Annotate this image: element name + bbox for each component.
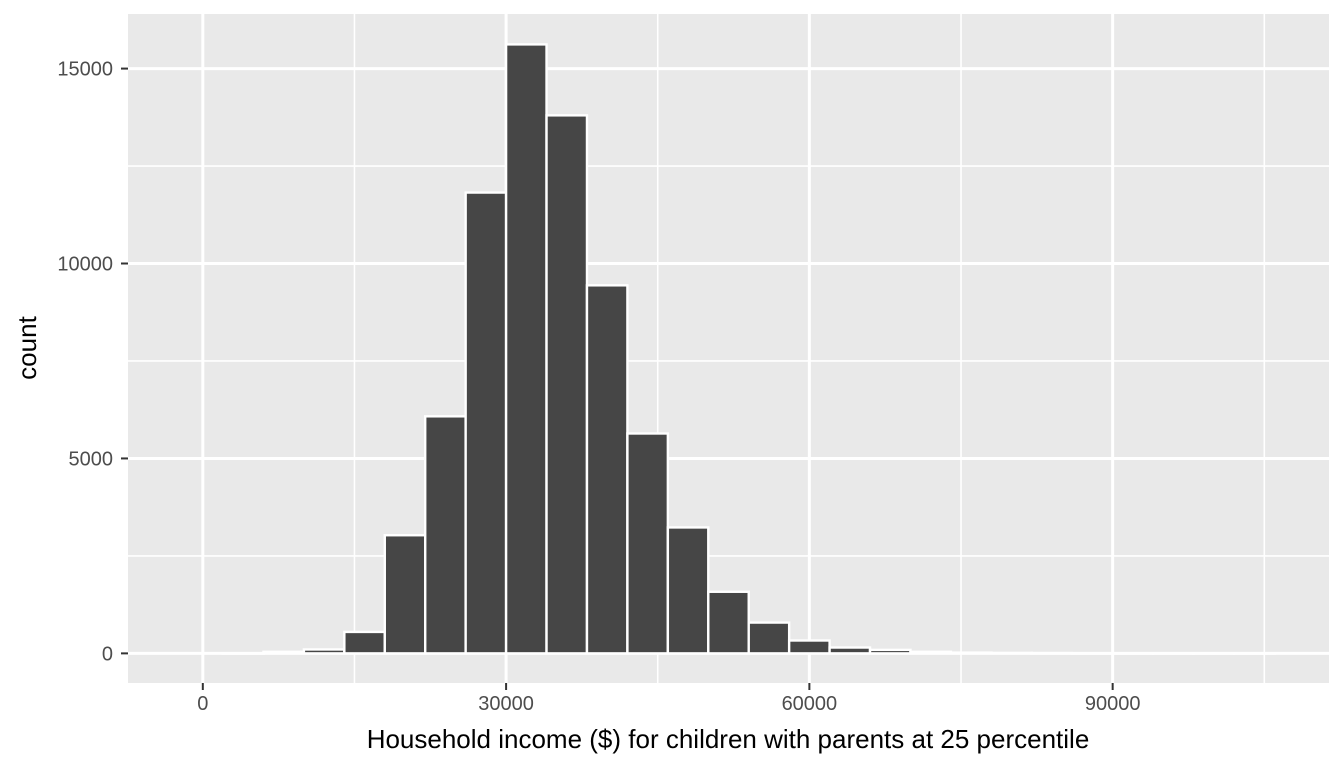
minor-gridlines-layer bbox=[128, 14, 1329, 683]
histogram-bar bbox=[343, 630, 386, 655]
x-tick-label: 60000 bbox=[782, 693, 838, 715]
histogram-bar bbox=[787, 639, 831, 655]
y-tick-label: 0 bbox=[102, 643, 113, 665]
x-tick-label: 30000 bbox=[478, 693, 534, 715]
histogram-bar bbox=[585, 284, 629, 655]
histogram-bars-layer bbox=[221, 43, 1276, 655]
histogram-bar bbox=[707, 590, 750, 655]
histogram-bar bbox=[383, 534, 427, 655]
histogram-bar bbox=[626, 432, 670, 655]
histogram-bar bbox=[424, 415, 467, 655]
panel-layer bbox=[128, 14, 1329, 683]
histogram-bar bbox=[747, 621, 791, 655]
axes-layer: 0 30000 60000 90000 0 5000 10000 15000 bbox=[57, 59, 1140, 715]
histogram-bar bbox=[868, 648, 912, 655]
histogram-bar bbox=[828, 646, 872, 655]
histogram-bar bbox=[666, 526, 710, 655]
histogram-bar bbox=[302, 648, 346, 655]
y-tick-label: 10000 bbox=[57, 254, 113, 276]
histogram-bar bbox=[949, 651, 993, 655]
histogram-bar bbox=[545, 114, 589, 655]
histogram-bar bbox=[262, 650, 306, 655]
y-tick-label: 15000 bbox=[57, 59, 113, 81]
panel-background bbox=[128, 14, 1329, 683]
histogram-bar bbox=[504, 43, 548, 655]
y-tick-label: 5000 bbox=[69, 448, 114, 470]
y-axis-title: count bbox=[12, 315, 42, 379]
x-tick-label: 0 bbox=[197, 693, 208, 715]
x-axis-title: Household income ($) for children with p… bbox=[367, 724, 1090, 754]
x-tick-label: 90000 bbox=[1085, 693, 1141, 715]
histogram-bar bbox=[909, 650, 953, 655]
histogram-bar bbox=[464, 191, 508, 655]
